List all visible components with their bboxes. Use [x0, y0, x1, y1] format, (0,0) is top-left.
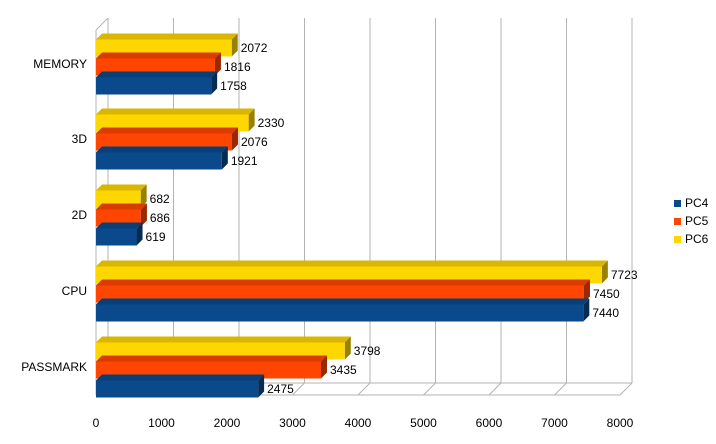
- bar: [96, 361, 321, 379]
- bar-top-face: [96, 222, 143, 229]
- data-label: 3798: [354, 344, 381, 358]
- bar-top-face: [96, 260, 608, 267]
- category-label: MEMORY: [33, 57, 87, 71]
- bar-end-face: [231, 33, 238, 57]
- bar: [96, 285, 584, 303]
- x-tick-label: 7000: [541, 416, 568, 430]
- bar-end-face: [344, 336, 351, 360]
- data-label: 619: [146, 230, 166, 244]
- bar: [96, 39, 232, 57]
- legend-item-pc6: PC6: [674, 230, 714, 248]
- data-label: 2330: [258, 116, 285, 130]
- bar: [96, 190, 141, 208]
- x-tick-label: 2000: [214, 416, 241, 430]
- bar-top-face: [96, 146, 228, 153]
- bar-top-face: [96, 203, 147, 210]
- legend-label-pc6: PC6: [685, 232, 709, 246]
- bar-top-face: [96, 108, 255, 115]
- floor-gridline: [619, 382, 633, 396]
- bar-top-face: [96, 336, 351, 343]
- bar-end-face: [231, 127, 238, 151]
- bar-end-face: [140, 184, 147, 208]
- category-label: CPU: [62, 284, 87, 298]
- data-label: 7450: [593, 287, 620, 301]
- legend: PC4 PC5 PC6: [674, 194, 714, 248]
- bar: [96, 77, 212, 95]
- bar-top-face: [96, 355, 327, 362]
- bar: [96, 209, 141, 227]
- data-label: 682: [150, 192, 170, 206]
- bar-end-face: [136, 222, 143, 246]
- data-label: 3435: [330, 363, 357, 377]
- category-label: PASSMARK: [21, 360, 87, 374]
- bar-end-face: [320, 355, 327, 379]
- bar: [96, 228, 137, 246]
- data-label: 1816: [224, 60, 251, 74]
- bar: [96, 114, 249, 132]
- legend-swatch-pc4: [674, 199, 681, 207]
- side-wall-top: [95, 17, 109, 31]
- category-label: 2D: [72, 208, 88, 222]
- bar-top-face: [96, 127, 238, 134]
- bar-end-face: [140, 203, 147, 227]
- x-tick-label: 3000: [279, 416, 306, 430]
- floor-gridline: [488, 382, 502, 396]
- data-label: 2076: [241, 135, 268, 149]
- data-label: 1921: [231, 154, 258, 168]
- bar: [96, 58, 215, 76]
- bar: [96, 266, 602, 284]
- bar-top-face: [96, 52, 221, 59]
- data-label: 1758: [220, 79, 247, 93]
- category-label: 3D: [72, 132, 88, 146]
- x-tick-label: 8000: [607, 416, 634, 430]
- x-tick-label: 4000: [345, 416, 372, 430]
- legend-label-pc4: PC4: [685, 196, 709, 210]
- bar-top-face: [96, 374, 265, 381]
- data-label: 7723: [611, 268, 638, 282]
- data-label: 2475: [267, 382, 294, 396]
- bar-end-face: [258, 374, 265, 398]
- bar-layer: [96, 33, 608, 398]
- x-tick-label: 6000: [476, 416, 503, 430]
- x-tick-label: 5000: [410, 416, 437, 430]
- bar-top-face: [96, 298, 590, 305]
- label-layer: 0 1000 2000 3000 4000 5000 6000 7000 8000 2072 181…: [21, 41, 638, 430]
- bar-top-face: [96, 33, 238, 40]
- bar-end-face: [601, 260, 608, 284]
- floor-gridline: [423, 382, 436, 396]
- bar-end-face: [248, 108, 255, 132]
- data-label: 686: [150, 211, 170, 225]
- bar-end-face: [211, 71, 218, 95]
- floor-gridline: [554, 382, 567, 396]
- x-tick-label: 1000: [148, 416, 175, 430]
- bar-top-face: [96, 71, 218, 78]
- data-label: 7440: [592, 306, 619, 320]
- bar-end-face: [221, 146, 228, 170]
- floor-gridline: [292, 382, 305, 396]
- legend-label-pc5: PC5: [685, 214, 709, 228]
- data-label: 2072: [241, 41, 268, 55]
- x-tick-label: 0: [93, 416, 100, 430]
- bar-end-face: [214, 52, 221, 76]
- bar: [96, 133, 232, 151]
- bar-top-face: [96, 184, 147, 191]
- bar: [96, 304, 584, 322]
- floor-gridline: [357, 382, 371, 396]
- bar: [96, 152, 222, 170]
- bar: [96, 380, 259, 398]
- bar-top-face: [96, 279, 590, 286]
- legend-swatch-pc5: [674, 217, 681, 225]
- bar-end-face: [583, 298, 590, 322]
- legend-item-pc5: PC5: [674, 212, 714, 230]
- legend-swatch-pc6: [674, 235, 681, 243]
- bar-end-face: [583, 279, 590, 303]
- legend-item-pc4: PC4: [674, 194, 714, 212]
- bar: [96, 342, 345, 360]
